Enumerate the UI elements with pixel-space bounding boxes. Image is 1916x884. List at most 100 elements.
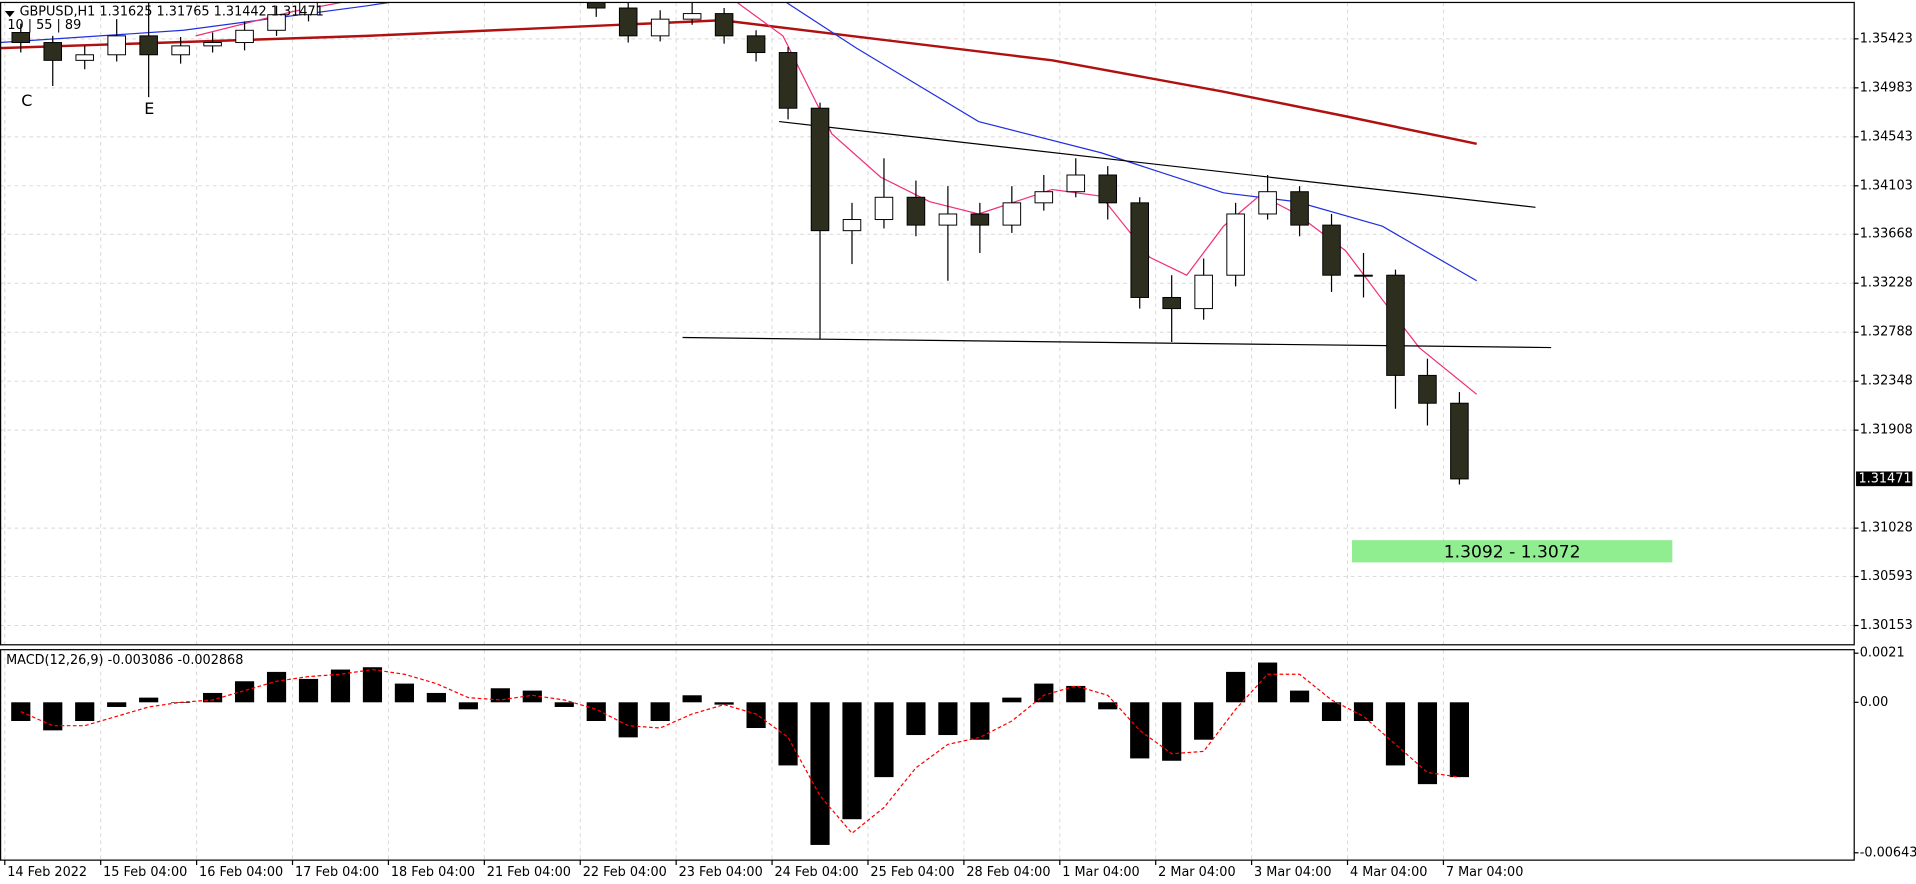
y-tick-label: 1.30593 [1860, 569, 1913, 584]
macd-bar [234, 681, 255, 703]
candle-body [11, 32, 31, 44]
x-tick-label: 4 Mar 04:00 [1350, 865, 1428, 880]
candle-body [171, 45, 190, 56]
y-tick-label: 1.34543 [1860, 129, 1913, 144]
candle-body [586, 2, 606, 9]
candle-body [1162, 296, 1181, 310]
x-tick-label: 15 Feb 04:00 [103, 865, 187, 880]
y-tick-label: 1.34983 [1860, 80, 1913, 95]
macd-bar [1066, 685, 1086, 703]
target-zone [1351, 540, 1673, 563]
macd-bar [1130, 702, 1150, 759]
macd-bar [1417, 702, 1438, 785]
macd-bar [1194, 702, 1214, 740]
macd-bar [906, 702, 926, 736]
wave-label: C [21, 91, 32, 110]
macd-bar [139, 697, 159, 703]
trend-line [682, 336, 1552, 349]
x-tick-label: 22 Feb 04:00 [583, 865, 667, 880]
x-tick-label: 28 Feb 04:00 [966, 865, 1050, 880]
x-tick-label: 3 Mar 04:00 [1254, 865, 1332, 880]
macd-bar [810, 702, 830, 845]
candle-body [746, 35, 766, 54]
x-tick-label: 18 Feb 04:00 [391, 865, 475, 880]
macd-plot [11, 662, 1470, 845]
moving-average [0, 19, 1477, 146]
y-tick-label: 0.00 [1860, 695, 1889, 710]
last-price-label: 1.31471 [1858, 471, 1911, 486]
macd-bar [746, 702, 766, 729]
y-tick-label: 1.35423 [1860, 31, 1913, 46]
candle-body [43, 42, 63, 61]
x-tick-label: 23 Feb 04:00 [679, 865, 763, 880]
candle-body [299, 2, 318, 16]
candle-body [906, 196, 926, 226]
macd-bar [778, 702, 798, 766]
trend-line [779, 120, 1536, 208]
x-tick-label: 2 Mar 04:00 [1158, 865, 1235, 880]
macd-bar [75, 702, 95, 722]
macd-signal [20, 668, 1460, 835]
candle-body [778, 52, 798, 109]
candle-body [1386, 274, 1405, 376]
candle-body [1098, 174, 1118, 204]
y-tick-label: 1.30153 [1860, 618, 1913, 633]
candle-body [938, 213, 958, 226]
candle-body [1450, 402, 1469, 480]
macd-bar [1034, 683, 1054, 703]
macd-bar [362, 667, 383, 703]
candle-body [235, 29, 254, 44]
macd-bar [1226, 671, 1246, 703]
candle-body [682, 13, 702, 20]
macd-bar [1353, 702, 1374, 722]
candle-body [1290, 191, 1309, 226]
x-tick-label: 17 Feb 04:00 [295, 865, 379, 880]
macd-bar [203, 692, 223, 703]
y-tick-label: 1.32348 [1860, 374, 1913, 389]
macd-bar [330, 669, 351, 703]
candle-body [1066, 174, 1086, 193]
macd-bar [107, 702, 127, 707]
candle-body [1226, 213, 1245, 276]
macd-bar [682, 695, 702, 703]
macd-bar [714, 702, 734, 705]
candle-body [1354, 274, 1373, 277]
macd-bar [554, 702, 574, 707]
price-frame [0, 1, 1855, 646]
y-tick-label: 1.33668 [1860, 227, 1913, 242]
candle-body [1322, 224, 1341, 276]
x-tick-label: 24 Feb 04:00 [775, 865, 859, 880]
candle-body [842, 219, 862, 232]
zone-label: 1.3092 - 1.3072 [1444, 543, 1581, 563]
menu-triangle[interactable] [4, 11, 15, 18]
macd-bar [970, 702, 990, 740]
macd-bar [426, 692, 446, 703]
macd-bar [938, 702, 958, 736]
macd-bar [586, 702, 606, 722]
macd-bar [874, 702, 894, 778]
candle-body [810, 107, 830, 232]
macd-bar [490, 688, 510, 703]
macd-bar [298, 678, 319, 703]
macd-bar [1449, 702, 1470, 778]
macd-bar [266, 671, 287, 703]
candle-body [618, 7, 638, 37]
candle-body [1194, 274, 1213, 310]
macd-bar [43, 702, 63, 731]
x-tick-label: 16 Feb 04:00 [199, 865, 283, 880]
y-tick-label: 1.34103 [1860, 178, 1913, 193]
macd-bar [394, 683, 415, 703]
x-tick-label: 7 Mar 04:00 [1446, 865, 1524, 880]
macd-frame [0, 649, 1855, 861]
candle-body [970, 213, 990, 226]
price-title: GBPUSD,H1 1.31625 1.31765 1.31442 1.3147… [20, 5, 324, 20]
macd-bar [1098, 702, 1118, 710]
candle-body [874, 196, 894, 221]
macd-bar [458, 702, 478, 710]
candle-body [1130, 202, 1149, 298]
macd-bar [1258, 662, 1278, 703]
macd-bar [1321, 702, 1342, 722]
